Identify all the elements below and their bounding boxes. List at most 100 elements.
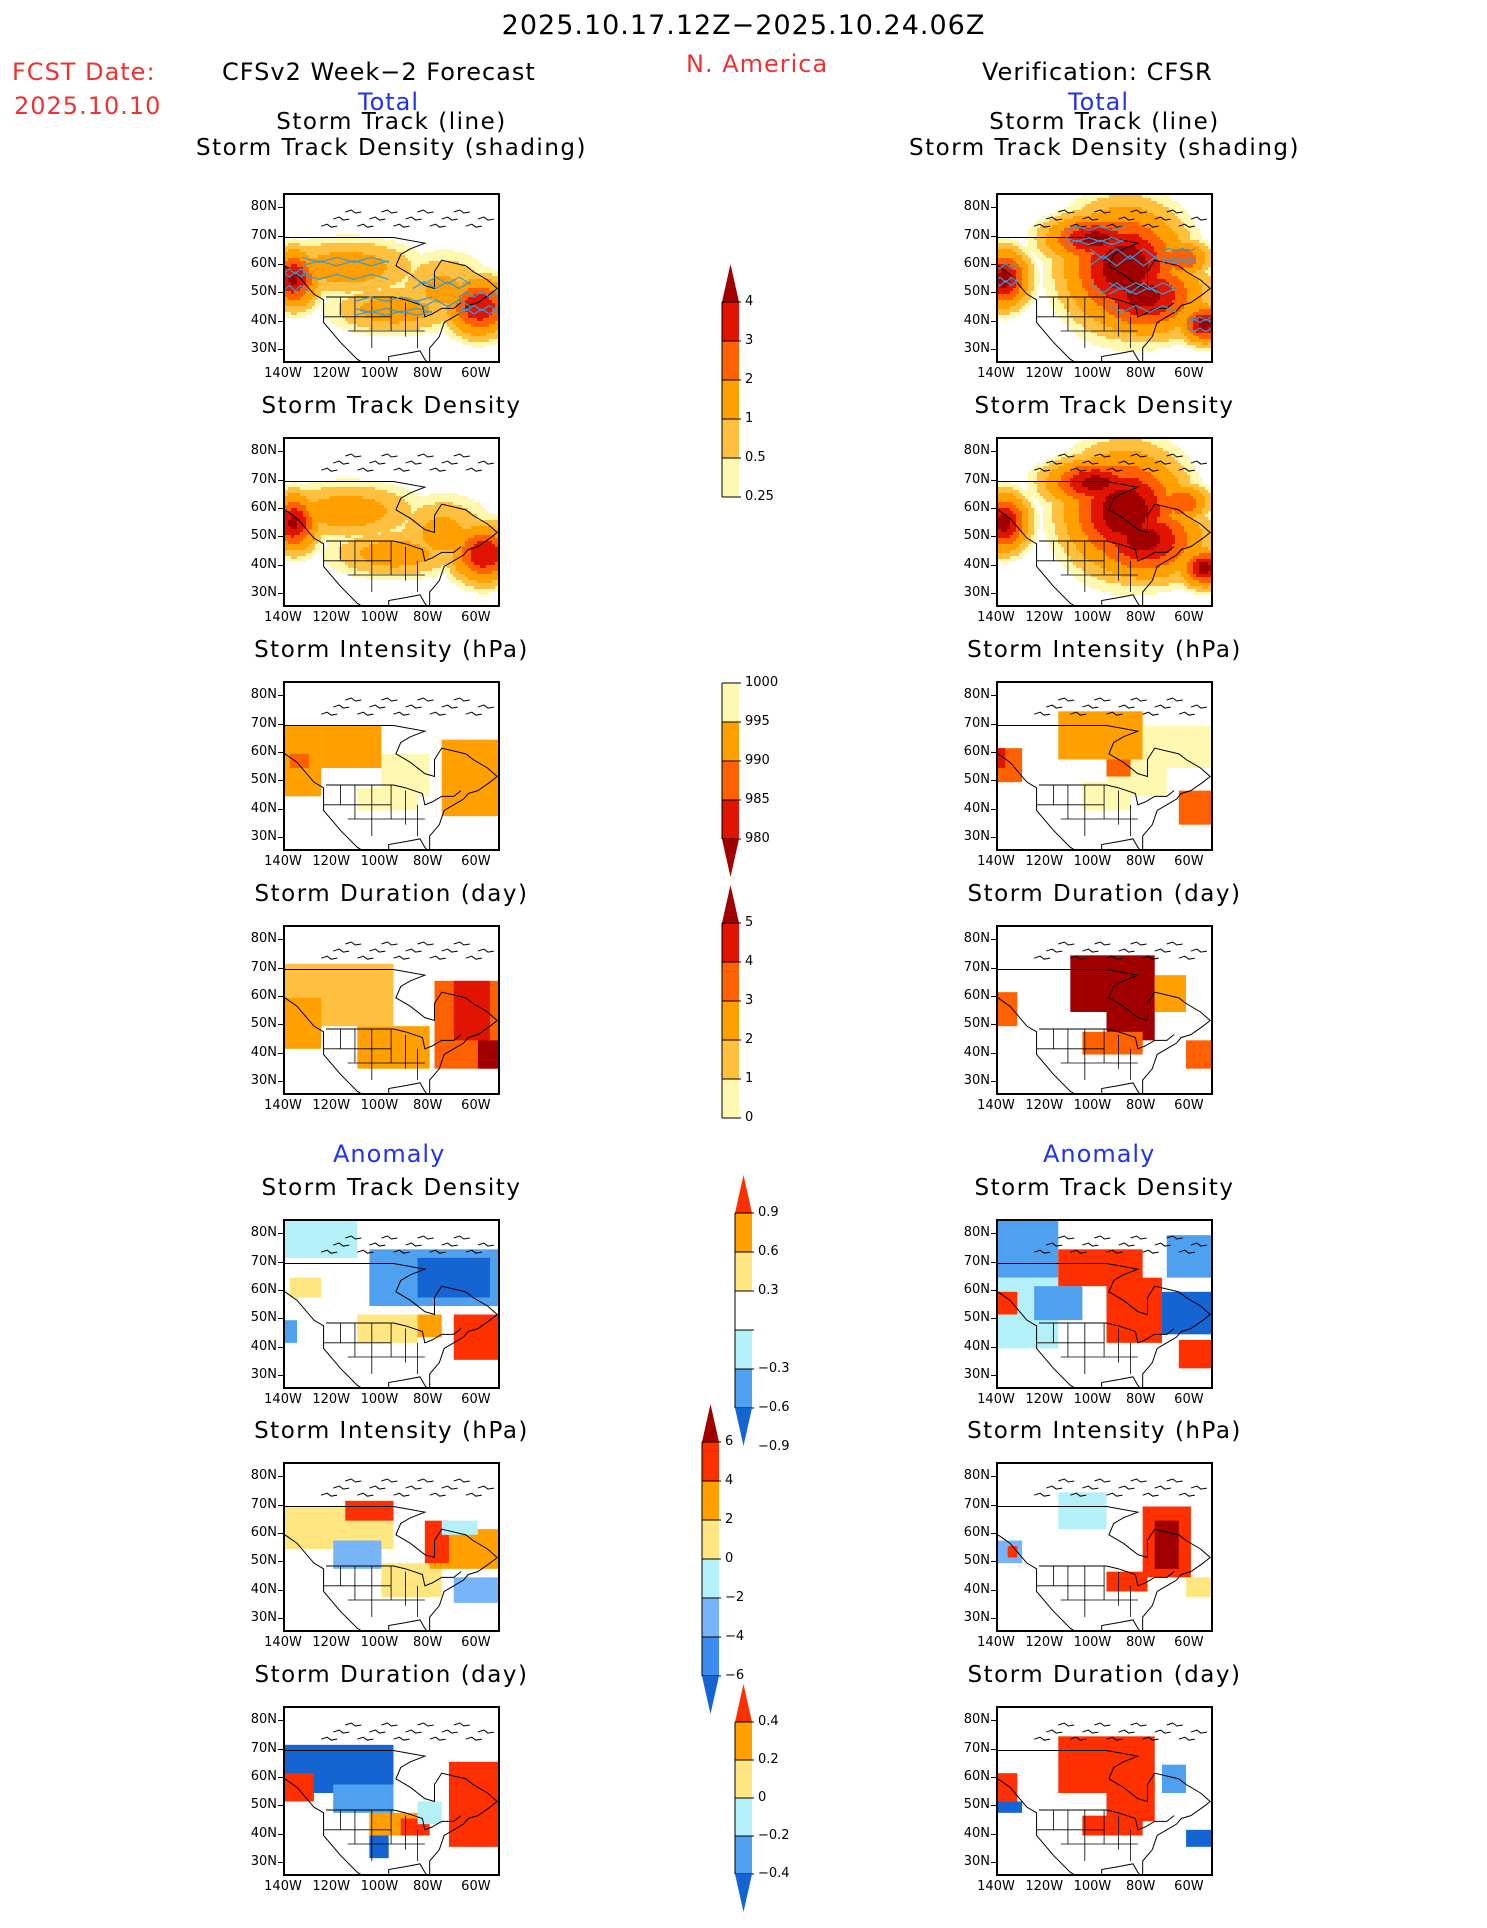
density-cell (351, 321, 354, 324)
y-tick (278, 968, 283, 969)
density-cell (291, 279, 294, 282)
density-cell (456, 273, 459, 276)
density-cell (333, 484, 336, 487)
density-cell (390, 282, 393, 285)
density-cell (408, 330, 411, 333)
density-cell (348, 234, 351, 237)
density-cell (462, 541, 465, 544)
x-tick-label: 60W (451, 1098, 501, 1113)
density-cell (465, 321, 468, 324)
density-cell (450, 270, 453, 273)
density-cell (498, 327, 500, 330)
density-cell (435, 493, 438, 496)
density-cell (456, 252, 459, 255)
density-cell (459, 282, 462, 285)
density-cell (402, 282, 405, 285)
density-cell (363, 496, 366, 499)
density-cell (381, 523, 384, 526)
density-cell (372, 321, 375, 324)
density-cell (486, 529, 489, 532)
density-cell (333, 300, 336, 303)
density-cell (456, 532, 459, 535)
density-cell (474, 264, 477, 267)
density-cell (354, 243, 357, 246)
density-cell (309, 487, 312, 490)
density-cell (1004, 306, 1007, 309)
density-cell (408, 285, 411, 288)
density-cell (351, 568, 354, 571)
density-cell (390, 285, 393, 288)
density-cell (312, 252, 315, 255)
density-cell (399, 532, 402, 535)
density-cell (447, 300, 450, 303)
density-cell (342, 523, 345, 526)
density-cell (375, 523, 378, 526)
density-cell (303, 511, 306, 514)
density-cell (297, 523, 300, 526)
density-cell (495, 336, 498, 339)
density-cell (387, 484, 390, 487)
density-cell (438, 556, 441, 559)
density-cell (327, 490, 330, 493)
density-cell (483, 267, 486, 270)
density-cell (354, 487, 357, 490)
density-cell (438, 288, 441, 291)
density-cell (426, 327, 429, 330)
density-cell (483, 273, 486, 276)
density-cell (330, 553, 333, 556)
density-cell (321, 499, 324, 502)
density-cell (354, 330, 357, 333)
y-tick (278, 752, 283, 753)
density-cell (297, 541, 300, 544)
density-cell (327, 249, 330, 252)
density-cell (456, 279, 459, 282)
density-cell (450, 568, 453, 571)
density-cell (300, 306, 303, 309)
density-cell (285, 535, 288, 538)
density-cell (492, 583, 495, 586)
density-cell (288, 309, 291, 312)
density-cell (363, 568, 366, 571)
density-cell (303, 541, 306, 544)
density-cell (345, 234, 348, 237)
density-cell (366, 502, 369, 505)
density-cell (303, 544, 306, 547)
density-cell (357, 496, 360, 499)
density-cell (453, 330, 456, 333)
density-cell (354, 535, 357, 538)
density-cell (471, 315, 474, 318)
density-cell (387, 270, 390, 273)
density-cell (297, 535, 300, 538)
density-cell (414, 493, 417, 496)
density-cell (357, 285, 360, 288)
density-cell (441, 517, 444, 520)
density-cell (1037, 246, 1040, 249)
density-cell (468, 318, 471, 321)
density-cell (495, 315, 498, 318)
density-cell (285, 243, 288, 246)
density-cell (498, 556, 500, 559)
density-cell (468, 499, 471, 502)
density-cell (303, 538, 306, 541)
density-cell (411, 315, 414, 318)
density-cell (444, 535, 447, 538)
density-cell (453, 577, 456, 580)
density-cell (462, 571, 465, 574)
density-cell (456, 568, 459, 571)
density-cell (1019, 258, 1022, 261)
density-cell (477, 336, 480, 339)
density-cell (477, 342, 480, 345)
density-cell (405, 282, 408, 285)
density-cell (426, 496, 429, 499)
density-cell (348, 493, 351, 496)
density-cell (339, 517, 342, 520)
density-cell (1058, 312, 1061, 315)
density-cell (1043, 246, 1046, 249)
y-tick (278, 1561, 283, 1562)
density-cell (345, 547, 348, 550)
density-cell (1013, 309, 1016, 312)
density-cell (1031, 246, 1034, 249)
density-cell (399, 273, 402, 276)
density-cell (360, 529, 363, 532)
density-cell (450, 556, 453, 559)
